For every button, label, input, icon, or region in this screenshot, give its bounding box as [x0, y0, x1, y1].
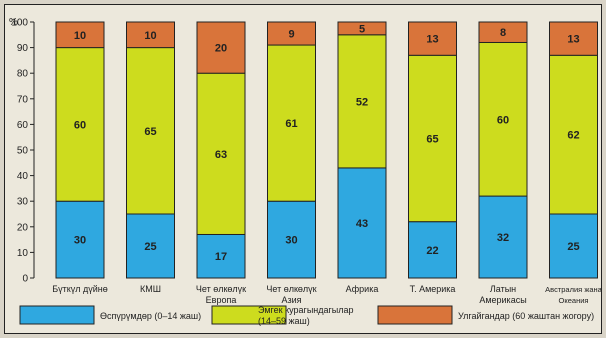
data-label-6-1: 22: [426, 245, 438, 257]
bar-segment-1-1: [55, 200, 105, 279]
y-tick-label-70: 70: [17, 94, 29, 105]
data-label-1-1: 30: [74, 235, 86, 247]
y-tick-label-10: 10: [17, 248, 29, 259]
data-label-1-2: 60: [74, 119, 86, 131]
bar-segment-4-2: [267, 44, 316, 202]
data-label-2-3: 10: [144, 30, 156, 42]
bar-segment-4-3: [267, 21, 316, 46]
data-label-7-3: 8: [500, 27, 506, 39]
data-label-6-3: 13: [426, 34, 438, 46]
bar-segment-8-3: [549, 21, 598, 56]
bar-segment-5-2: [337, 34, 387, 169]
data-label-7-2: 60: [497, 114, 509, 126]
y-tick-label-100: 100: [11, 18, 28, 29]
category-label-1-line-1: Бүткүл дүйнө: [52, 284, 107, 294]
legend-label-1-line-1: Өспүрүмдөр (0–14 жаш): [100, 311, 201, 321]
bar-segment-8-2: [549, 54, 598, 215]
data-label-2-1: 25: [144, 241, 156, 253]
data-label-6-2: 65: [426, 133, 438, 145]
data-label-5-2: 52: [356, 96, 368, 108]
bar-segment-6-1: [408, 221, 457, 279]
bar-segment-8-1: [549, 213, 598, 279]
data-label-4-3: 9: [288, 29, 294, 41]
category-label-4-line-1: Чет өлкөлүк: [266, 284, 316, 294]
data-label-3-3: 20: [215, 43, 227, 55]
data-label-7-1: 32: [497, 232, 509, 244]
legend-swatch-3: [377, 305, 453, 325]
bar-segment-5-3: [337, 21, 387, 36]
bar-segment-2-3: [126, 21, 175, 49]
data-label-8-2: 62: [567, 130, 579, 142]
category-label-5-line-1: Африка: [346, 284, 379, 294]
y-axis-unit-label: %: [9, 17, 18, 28]
category-label-7-line-1: Латын: [490, 284, 516, 294]
bar-segment-7-2: [478, 41, 528, 197]
y-tick-label-0: 0: [22, 274, 28, 285]
bar-segment-1-2: [55, 47, 105, 202]
bar-segment-1-3: [55, 21, 105, 49]
category-label-4-line-2: Азия: [281, 295, 301, 305]
bar-segment-3-2: [196, 72, 246, 235]
bar-segment-7-1: [478, 195, 528, 279]
legend-label-2-line-1: Эмгек курагындагылар: [258, 305, 354, 315]
data-label-4-2: 61: [285, 118, 297, 130]
category-label-8-line-2: Океания: [559, 296, 589, 305]
bar-segment-6-2: [408, 54, 457, 223]
category-label-3-line-2: Европа: [206, 295, 237, 305]
bar-segment-7-3: [478, 21, 528, 43]
data-label-5-1: 43: [356, 218, 368, 230]
data-label-3-1: 17: [215, 251, 227, 263]
category-label-6-line-1: Т. Америка: [410, 284, 456, 294]
y-tick-label-60: 60: [17, 120, 29, 131]
bar-segment-4-1: [267, 200, 316, 279]
legend-swatch-1: [19, 305, 95, 325]
bar-segment-3-1: [196, 233, 246, 279]
category-label-7-line-2: Америкасы: [479, 295, 526, 305]
y-tick-label-50: 50: [17, 146, 29, 157]
y-tick-label-90: 90: [17, 43, 29, 54]
category-label-8-line-1: Австралия жана: [545, 285, 602, 294]
legend-label-2-line-2: (14–59 жаш): [258, 316, 310, 326]
data-label-5-3: 5: [359, 23, 365, 35]
data-label-4-1: 30: [285, 235, 297, 247]
legend-label-3-line-1: Улгайгандар (60 жаштан жогору): [458, 311, 594, 321]
data-label-2-2: 65: [144, 126, 156, 138]
data-label-1-3: 10: [74, 30, 86, 42]
y-tick-label-20: 20: [17, 222, 29, 233]
legend-swatch-2: [211, 305, 287, 325]
category-label-2-line-1: КМШ: [140, 284, 161, 294]
y-tick-label-80: 80: [17, 69, 29, 80]
y-tick-label-30: 30: [17, 197, 29, 208]
data-label-3-2: 63: [215, 149, 227, 161]
data-label-8-3: 13: [567, 34, 579, 46]
bar-segment-6-3: [408, 21, 457, 56]
category-label-3-line-1: Чет өлкөлүк: [196, 284, 246, 294]
bar-segment-3-3: [196, 21, 246, 74]
data-label-8-1: 25: [567, 241, 579, 253]
y-tick-label-40: 40: [17, 171, 29, 182]
